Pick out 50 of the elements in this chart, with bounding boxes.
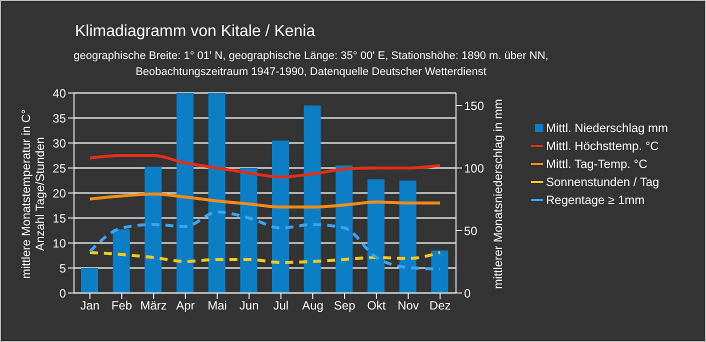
x-tick-label: Nov — [398, 298, 419, 313]
y-tick-label: 25 — [52, 161, 66, 176]
bar — [368, 179, 384, 293]
x-tick-label: Dez — [429, 298, 451, 313]
y-tick-label: 30 — [52, 136, 66, 150]
x-tick-label: Apr — [176, 298, 195, 313]
y2-tick-label: 50 — [464, 224, 478, 238]
y-tick-label: 15 — [52, 211, 66, 226]
legend-label: Mittl. Höchsttemp. °C — [546, 139, 659, 153]
line-series — [88, 210, 442, 270]
x-tick-label: März — [140, 298, 167, 313]
bar — [81, 268, 98, 293]
bar — [304, 106, 321, 293]
y-tick-label: 40 — [52, 86, 66, 100]
bar — [176, 93, 194, 293]
bar — [240, 168, 258, 293]
bar — [112, 229, 130, 293]
chart-subtitle: geographische Breite: 1° 01' N, geographische Länge: 35° 00' E, Stationshöhe: 1890 m. über NN, Beobachtungszeitraum 1947-1990, Datenquelle Deutscher Wetterdienst — [72, 49, 550, 80]
bar — [399, 180, 416, 293]
y-tick-label: 35 — [52, 111, 66, 126]
legend-label: Regentage ≥ 1mm — [546, 193, 645, 207]
x-tick-label: Okt — [367, 298, 386, 313]
bar — [431, 250, 448, 293]
x-tick-label: Sep — [334, 298, 356, 313]
y-tick-label: 5 — [59, 261, 66, 276]
x-tick-label: Jan — [80, 298, 100, 313]
legend-label: Sonnenstunden / Tag — [546, 175, 660, 189]
y-axis-title: mittlere Monatstemperatur in C° Anzahl Tage/Stunden — [19, 109, 47, 279]
chart-title: Klimadiagramm von Kitale / Kenia — [75, 23, 316, 41]
x-tick-label: Jun — [239, 298, 259, 313]
y-tick-label: 10 — [52, 236, 66, 250]
x-tick-label: Mai — [208, 298, 227, 313]
y2-tick-label: 150 — [464, 98, 484, 113]
line-series — [88, 154, 442, 178]
x-tick-label: Feb — [111, 298, 132, 313]
x-tick-label: Aug — [302, 298, 324, 313]
legend-label: Mittl. Niederschlag mm — [546, 121, 668, 135]
y-tick-label: 0 — [59, 286, 66, 300]
y2-tick-label: 0 — [464, 286, 471, 300]
x-tick-label: Jul — [273, 298, 289, 313]
bar — [272, 140, 289, 293]
bar — [208, 93, 226, 293]
y2-axis-title: mittlerer Monatsniederschlag in mm — [491, 98, 505, 290]
line-series — [88, 251, 442, 264]
y-tick-label: 20 — [52, 186, 66, 200]
line-series — [88, 192, 442, 208]
legend-label: Mittl. Tag-Temp. °C — [546, 157, 648, 171]
y2-tick-label: 100 — [464, 161, 484, 176]
bar — [336, 166, 353, 293]
bar — [144, 166, 162, 293]
